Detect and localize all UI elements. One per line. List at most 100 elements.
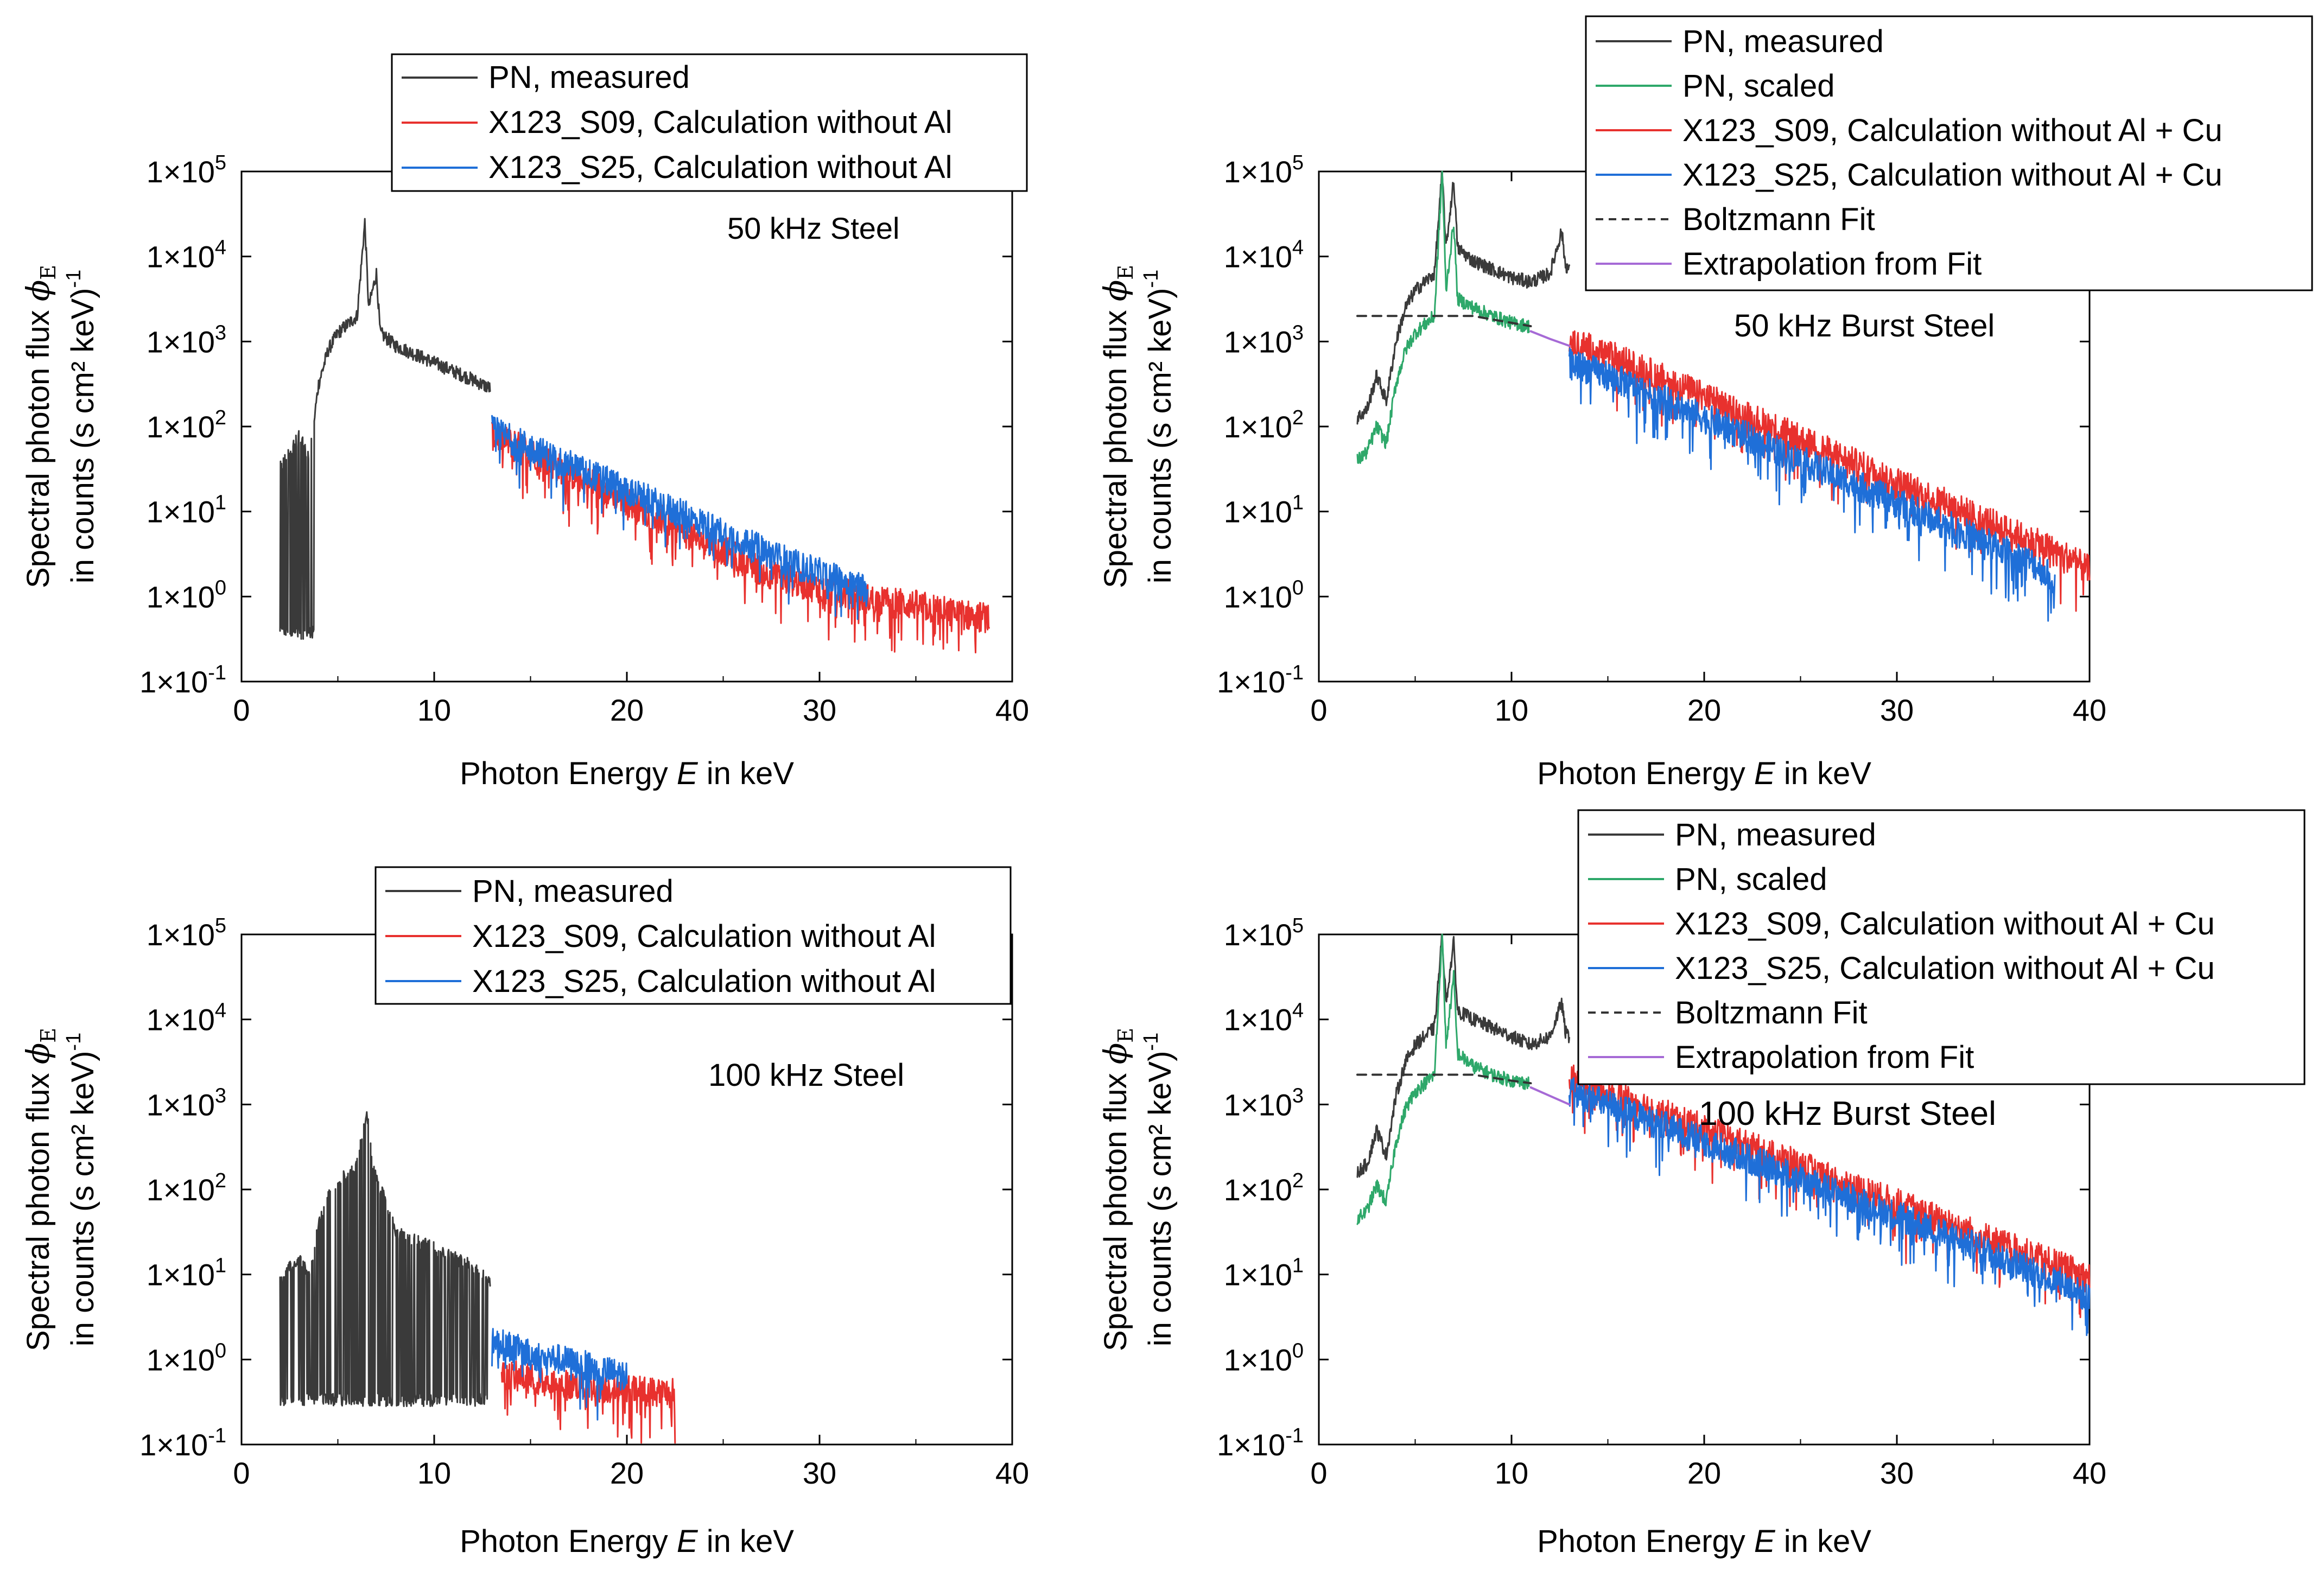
series-line-scaled [1356,170,1530,464]
y-tick-label: 1×104 [147,1000,226,1037]
y-tick-label: 1×100 [147,576,226,614]
y-tick-label: 1×101 [1224,492,1304,529]
x-tick-label: 20 [610,693,644,727]
series-line-s25 [1569,1077,2091,1337]
legend: PN, measured PN, scaled X123_S09, Calcul… [1585,15,2313,291]
legend: PN, measured X123_S09, Calculation witho… [391,53,1028,192]
chart-title: 50 kHz Burst Steel [1734,308,1995,343]
x-tick-label: 20 [1687,1456,1721,1490]
legend-label: Extrapolation from Fit [1682,246,1982,282]
legend: PN, measured X123_S09, Calculation witho… [374,866,1012,1005]
y-tick-label: 1×104 [147,237,226,274]
y-tick-label: 1×103 [147,1084,226,1122]
legend-box [391,53,1028,192]
legend-label: Boltzmann Fit [1682,202,1875,237]
series-line-extrapolation [1529,1086,1571,1106]
y-tick-label: 1×100 [1224,1339,1304,1377]
legend-label: X123_S09, Calculation without Al + Cu [1675,906,2215,941]
y-tick-label: 1×10-1 [139,1424,226,1462]
legend-label: PN, measured [472,874,674,909]
y-tick-label: 1×105 [147,151,226,189]
series-layer [279,1111,676,1444]
y-tick-label: 1×103 [1224,321,1304,359]
panel-50khz-steel: 0 10 20 30 40 1×10-1 1×100 1×101 1×102 1×103 1×104… [20,53,1029,791]
panel-100khz-steel: 0 10 20 30 40 1×10-1 1×100 1×101 1×102 1×103 1×104… [20,866,1029,1559]
legend-label: PN, measured [488,60,690,95]
x-tick-label: 30 [1880,1456,1914,1490]
series-line-fit [1356,315,1532,328]
y-tick-label: 1×102 [1224,1169,1304,1207]
x-tick-label: 10 [1495,1456,1528,1490]
x-tick-label: 0 [1310,1456,1327,1490]
series-line-measured [1356,170,1570,425]
x-axis-label: Photon Energy E in keV [460,756,794,791]
svg-text:in counts (s cm² keV)-1: in counts (s cm² keV)-1 [1140,270,1178,583]
x-tick-label: 0 [233,1456,250,1490]
y-tick-label: 1×100 [147,1339,226,1377]
chart-title: 100 kHz Steel [708,1058,904,1093]
chart-title: 50 kHz Steel [727,211,900,245]
svg-text:Spectral photon flux ϕE: Spectral photon flux ϕE [1097,1028,1138,1351]
y-axis-label: Spectral photon flux ϕE in counts (s cm²… [20,265,100,588]
y-tick-label: 1×104 [1224,1000,1304,1037]
x-tick-label: 40 [995,693,1029,727]
legend: PN, measured PN, scaled X123_S09, Calcul… [1577,809,2306,1085]
tick-layer: 0 10 20 30 40 1×10-1 1×100 1×101 1×102 1×103 1×104… [1217,151,2106,727]
x-tick-label: 0 [1310,693,1327,727]
y-tick-label: 1×103 [147,321,226,359]
legend-label: PN, scaled [1675,862,1827,897]
legend-label: X123_S09, Calculation without Al [488,105,952,140]
tick-layer: 0 10 20 30 40 1×10-1 1×100 1×101 1×102 1×103 1×104… [1217,914,2106,1490]
series-line-s25 [491,1328,628,1421]
legend-box [374,866,1012,1005]
x-tick-label: 20 [1687,693,1721,727]
svg-text:Spectral photon flux ϕE: Spectral photon flux ϕE [1097,265,1138,588]
y-tick-label: 1×101 [147,1255,226,1292]
series-line-measured [279,218,491,640]
x-tick-label: 20 [610,1456,644,1490]
y-axis-label: Spectral photon flux ϕE in counts (s cm²… [1097,265,1178,588]
series-line-s25 [491,415,869,620]
legend-label: X123_S09, Calculation without Al [472,919,936,954]
series-layer [1356,170,2091,622]
x-tick-label: 10 [417,1456,451,1490]
x-tick-label: 30 [803,1456,836,1490]
x-tick-label: 40 [2073,693,2106,727]
legend-box [1577,809,2306,1085]
svg-text:in counts (s cm² keV)-1: in counts (s cm² keV)-1 [62,1033,100,1346]
x-tick-label: 0 [233,693,250,727]
y-tick-label: 1×10-1 [139,661,226,699]
y-tick-label: 1×100 [1224,576,1304,614]
panel-100khz-burst-steel: 0 10 20 30 40 1×10-1 1×100 1×101 1×102 1×103 1×104… [1097,809,2306,1559]
legend-label: PN, scaled [1682,68,1834,104]
legend-label: PN, measured [1675,817,1876,852]
legend-box [1585,15,2313,291]
series-layer [1356,933,2091,1337]
y-tick-label: 1×105 [1224,151,1304,189]
svg-text:in counts (s cm² keV)-1: in counts (s cm² keV)-1 [1140,1033,1178,1346]
tick-layer: 0 10 20 30 40 1×10-1 1×100 1×101 1×102 1×103 1×104… [139,151,1029,727]
series-line-measured [279,1111,491,1407]
y-tick-label: 1×103 [1224,1084,1304,1122]
svg-text:Spectral photon flux ϕE: Spectral photon flux ϕE [20,265,60,588]
legend-label: X123_S25, Calculation without Al [488,150,952,185]
legend-label: Extrapolation from Fit [1675,1040,1974,1075]
svg-text:in counts (s cm² keV)-1: in counts (s cm² keV)-1 [62,270,100,583]
y-tick-label: 1×102 [147,406,226,444]
x-tick-label: 10 [417,693,451,727]
legend-label: PN, measured [1682,24,1884,59]
y-tick-label: 1×101 [1224,1255,1304,1292]
x-tick-label: 30 [1880,693,1914,727]
y-tick-label: 1×10-1 [1217,661,1304,699]
legend-label: X123_S25, Calculation without Al + Cu [1682,157,2223,193]
series-line-fit [1356,1073,1532,1085]
y-axis-label: Spectral photon flux ϕE in counts (s cm²… [1097,1028,1178,1351]
svg-text:Spectral photon flux ϕE: Spectral photon flux ϕE [20,1028,60,1351]
series-line-s09 [1569,330,2091,612]
x-axis-label: Photon Energy E in keV [1537,756,1871,791]
tick-layer: 0 10 20 30 40 1×10-1 1×100 1×101 1×102 1×103 1×104… [139,914,1029,1490]
legend-label: Boltzmann Fit [1675,995,1868,1030]
series-line-extrapolation [1529,330,1571,347]
x-tick-label: 30 [803,693,836,727]
